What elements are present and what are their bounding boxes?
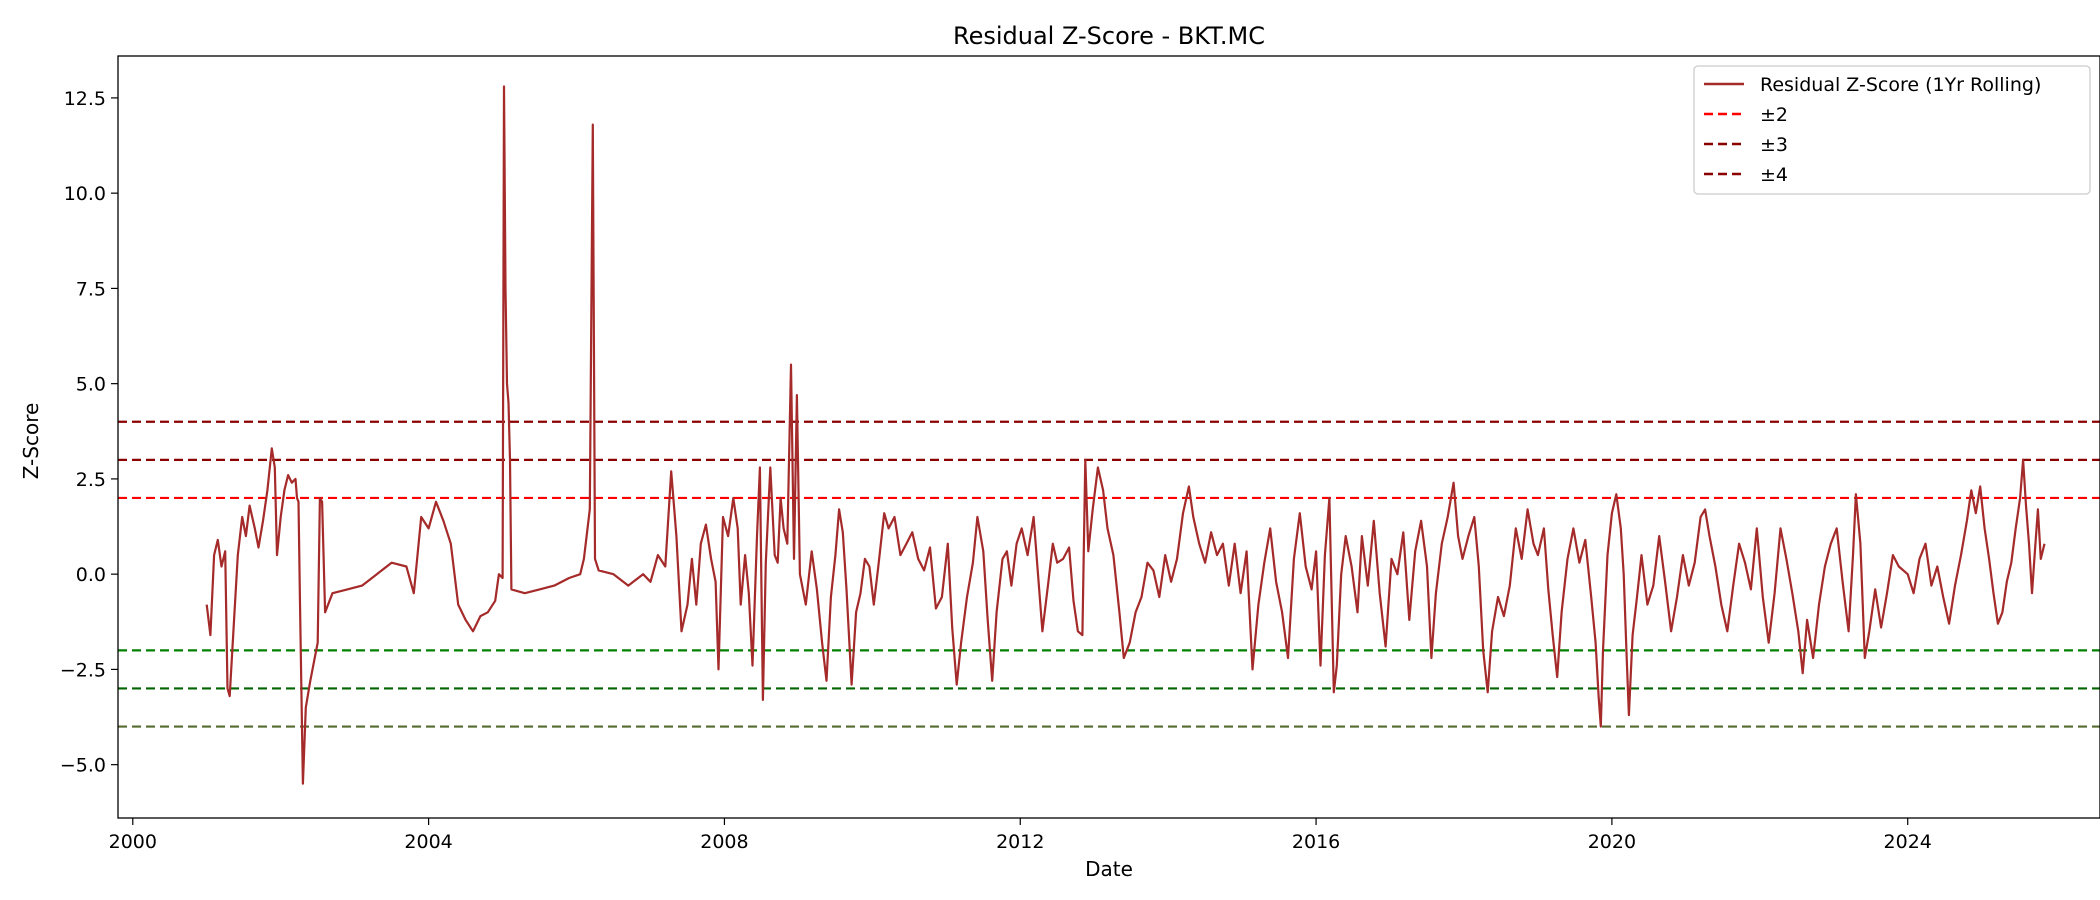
- x-tick-label: 2008: [700, 831, 748, 853]
- y-tick-label: 2.5: [76, 469, 106, 491]
- plot-frame: [117, 55, 2100, 819]
- chart-title: Residual Z-Score - BKT.MC: [953, 22, 1265, 50]
- legend-label-pm4: ±4: [1760, 164, 1788, 186]
- y-tick-label: 7.5: [76, 278, 106, 300]
- y-tick-label: 5.0: [76, 374, 106, 396]
- y-tick-label: −2.5: [60, 659, 106, 681]
- legend-label-pm3: ±3: [1760, 134, 1788, 156]
- x-tick-label: 2012: [996, 831, 1044, 853]
- x-tick-label: 2000: [109, 831, 157, 853]
- y-tick-label: 10.0: [64, 183, 106, 205]
- x-tick-label: 2024: [1884, 831, 1932, 853]
- y-tick-label: −5.0: [60, 755, 106, 777]
- series-line-0: [205, 85, 2046, 785]
- legend-label-pm2: ±2: [1760, 104, 1788, 126]
- x-axis-ticks: 2000 2004 2008 2012 2016 2020 2024: [109, 818, 1932, 853]
- legend-label-residual: Residual Z-Score (1Yr Rolling): [1760, 74, 2041, 96]
- reference-lines: [118, 420, 2100, 728]
- y-axis-ticks: −5.0 −2.5 0.0 2.5 5.0 7.5 10.0 12.5: [60, 88, 118, 777]
- x-tick-label: 2016: [1292, 831, 1340, 853]
- x-tick-label: 2004: [404, 831, 452, 853]
- series-layer: [205, 85, 2046, 785]
- y-tick-label: 0.0: [76, 564, 106, 586]
- legend-box: [1693, 65, 2091, 195]
- y-tick-label: 12.5: [64, 88, 106, 110]
- x-axis-title: Date: [1085, 857, 1133, 881]
- y-axis-title: Z-Score: [19, 403, 43, 480]
- legend: Residual Z-Score (1Yr Rolling) ±2 ±3 ±4: [1693, 65, 2091, 195]
- x-tick-label: 2020: [1588, 831, 1636, 853]
